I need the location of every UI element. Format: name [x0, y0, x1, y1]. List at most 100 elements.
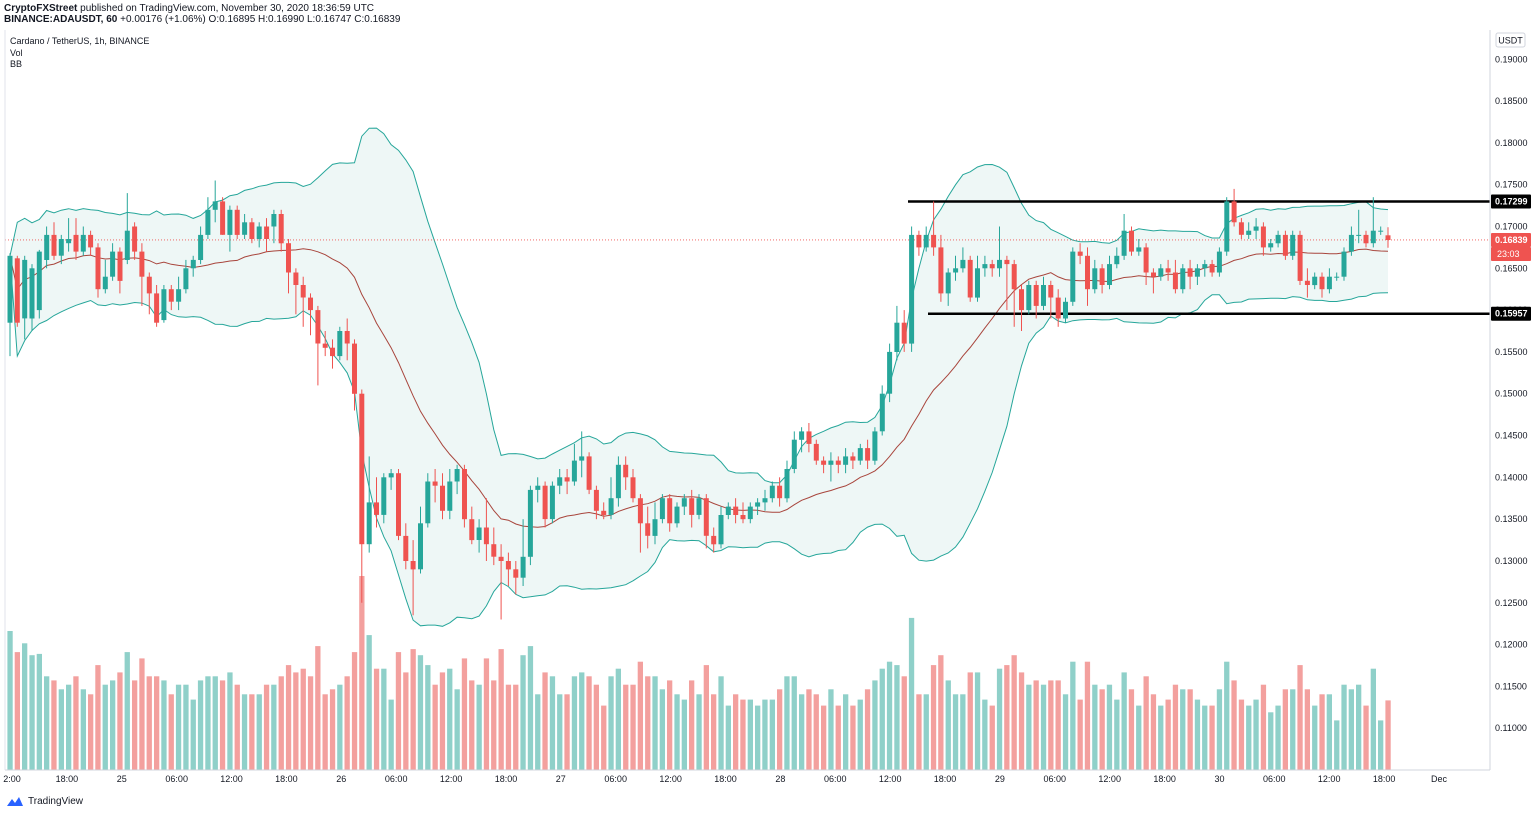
- volume-bar: [439, 672, 446, 770]
- candle-body: [579, 456, 585, 461]
- volume-bar: [219, 680, 226, 770]
- resistance-level-label: 0.17299: [1495, 197, 1528, 207]
- candle: [674, 502, 680, 528]
- volume-bar: [725, 705, 731, 770]
- candle: [1238, 218, 1244, 239]
- candle-body: [1099, 268, 1105, 285]
- candle-body: [755, 502, 761, 507]
- candle: [857, 443, 863, 465]
- candle: [1019, 285, 1024, 331]
- candle: [1268, 239, 1274, 252]
- tradingview-logo[interactable]: TradingView: [6, 795, 83, 807]
- volume-bar: [667, 680, 673, 770]
- candle: [769, 481, 775, 503]
- volume-bar: [1048, 680, 1054, 770]
- last-price-label: 0.16839: [1495, 235, 1528, 245]
- candle: [733, 498, 739, 524]
- volume-bar: [813, 694, 819, 770]
- candle: [124, 193, 130, 265]
- candle-body: [806, 431, 812, 444]
- candle: [725, 502, 731, 520]
- volume-bar: [747, 699, 753, 770]
- ohlc-change: +0.00176 (+1.06%): [120, 14, 206, 25]
- volume-bar: [454, 689, 460, 770]
- candle-body: [154, 293, 160, 323]
- volume-bar: [307, 676, 314, 770]
- candle-body: [51, 234, 57, 256]
- candle-body: [667, 498, 673, 524]
- volume-bar: [44, 676, 50, 770]
- last-price-label-box: [1491, 233, 1531, 247]
- publisher-name[interactable]: CryptoFXStreet: [4, 3, 78, 14]
- candle-body: [1370, 230, 1376, 244]
- symbol-line: BINANCE:ADAUSDT, 60: [4, 14, 118, 25]
- candle: [564, 469, 570, 495]
- candle: [1136, 239, 1142, 256]
- price-axis: USDT 0.19000 0.18500 0.18000 0.17500 0.17000 0…: [1491, 32, 1531, 733]
- volume-bar: [1356, 684, 1362, 770]
- volume-bar: [95, 665, 101, 770]
- volume-bar: [278, 676, 284, 770]
- volume-bar: [740, 699, 746, 770]
- chart-legend: Cardano / TetherUS, 1h, BINANCE Vol BB: [10, 36, 149, 71]
- candle: [689, 489, 695, 528]
- candle-body: [330, 347, 335, 357]
- candle-body: [513, 569, 519, 578]
- candle: [462, 464, 467, 528]
- candle-body: [432, 481, 438, 486]
- volume-bar: [483, 658, 490, 770]
- volume-bar: [1202, 705, 1208, 770]
- candle: [1319, 272, 1325, 298]
- candle-body: [1297, 234, 1303, 281]
- candle: [703, 494, 709, 549]
- candle-body: [784, 469, 790, 499]
- candle-body: [1385, 235, 1391, 240]
- candle-body: [1165, 268, 1171, 273]
- candle-body: [1004, 259, 1010, 265]
- candle: [483, 498, 489, 561]
- time-tick-label: 06:00: [604, 774, 627, 784]
- volume-bar: [930, 665, 937, 770]
- candle: [102, 259, 108, 294]
- candle: [1055, 289, 1061, 327]
- volume-bar: [491, 680, 497, 770]
- volume-bar: [505, 684, 512, 770]
- volume-bar: [469, 680, 475, 770]
- price-tick-label: 0.11500: [1495, 681, 1527, 691]
- volume-bar: [366, 635, 372, 770]
- candle: [388, 469, 394, 490]
- candle: [476, 519, 482, 553]
- ohlc-high: H:0.16990: [258, 14, 305, 25]
- legend-bollinger-bands[interactable]: BB: [10, 59, 23, 69]
- volume-bar: [154, 676, 160, 770]
- candle: [571, 443, 577, 486]
- candle-body: [483, 527, 489, 545]
- volume-bar: [872, 680, 878, 770]
- volume-bar: [1128, 689, 1135, 770]
- volume-bar: [1282, 689, 1288, 770]
- candle-body: [315, 310, 321, 344]
- candle-body: [7, 255, 13, 323]
- volume-bar: [373, 668, 380, 770]
- candle: [278, 209, 284, 252]
- volume-bar: [901, 676, 907, 770]
- volume-bar: [1026, 684, 1032, 770]
- candle-body: [73, 234, 79, 252]
- volume-bar: [146, 676, 152, 770]
- candle: [293, 268, 299, 315]
- candle: [1004, 255, 1010, 311]
- candle: [36, 249, 42, 319]
- candle-body: [366, 502, 372, 545]
- volume-bar: [615, 668, 621, 770]
- legend-volume[interactable]: Vol: [10, 47, 23, 58]
- volume-bar: [168, 694, 174, 770]
- currency-label: USDT: [1495, 32, 1526, 48]
- volume-bar: [1194, 699, 1201, 770]
- candle: [945, 268, 951, 306]
- candle: [447, 469, 453, 520]
- candle-body: [879, 393, 885, 432]
- time-tick-label: 06:00: [385, 774, 408, 784]
- candle: [256, 222, 262, 248]
- candle: [425, 473, 431, 528]
